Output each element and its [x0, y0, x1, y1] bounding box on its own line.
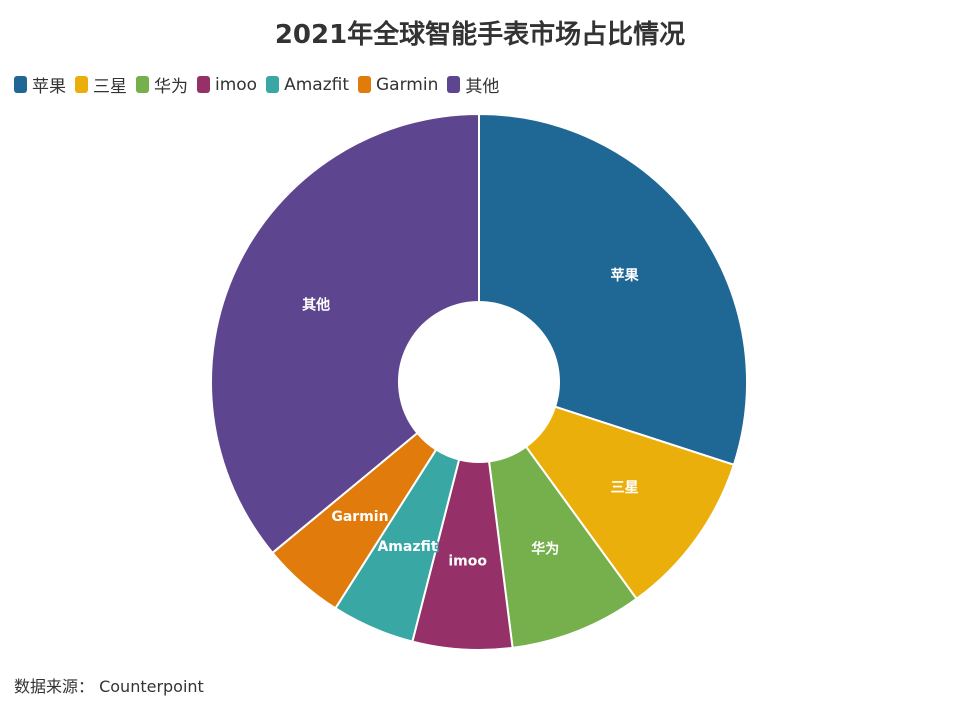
slice-label: 苹果 — [611, 267, 640, 284]
legend-swatch — [447, 76, 461, 93]
slice-label: Amazfit — [377, 539, 437, 555]
legend-item[interactable]: 华为 — [136, 72, 188, 97]
legend-item[interactable]: imoo — [197, 75, 257, 95]
chart-legend: 苹果 三星 华为 imoo Amazfit Garmin 其他 — [14, 72, 499, 97]
slice-label: 华为 — [531, 540, 559, 557]
legend-swatch — [75, 76, 88, 93]
legend-swatch — [197, 76, 210, 93]
legend-label: Amazfit — [284, 74, 349, 95]
legend-item[interactable]: 苹果 — [14, 72, 66, 97]
legend-item[interactable]: 三星 — [75, 72, 127, 97]
slice-label: imoo — [448, 554, 487, 570]
legend-item[interactable]: 其他 — [447, 72, 499, 97]
data-source: 数据来源： Counterpoint — [14, 677, 204, 696]
legend-swatch — [266, 76, 280, 93]
slice-0[interactable] — [478, 112, 748, 467]
slice-1[interactable] — [524, 405, 736, 601]
legend-label: Garmin — [376, 74, 439, 95]
legend-swatch — [14, 76, 27, 93]
chart-title: 2021年全球智能手表市场占比情况 — [274, 20, 686, 50]
legend-swatch — [358, 76, 371, 93]
legend-label: 其他 — [465, 77, 500, 97]
slice-label: Garmin — [331, 509, 388, 525]
legend-label: 三星 — [93, 77, 127, 97]
legend-label: imoo — [215, 74, 258, 95]
legend-swatch — [136, 76, 149, 93]
slice-label: 其他 — [302, 296, 330, 313]
slice-6[interactable] — [210, 112, 480, 555]
legend-label: 华为 — [154, 77, 188, 97]
slice-label: 三星 — [611, 480, 639, 496]
legend-label: 苹果 — [32, 77, 66, 97]
legend-item[interactable]: Garmin — [358, 75, 438, 95]
legend-item[interactable]: Amazfit — [266, 75, 349, 95]
